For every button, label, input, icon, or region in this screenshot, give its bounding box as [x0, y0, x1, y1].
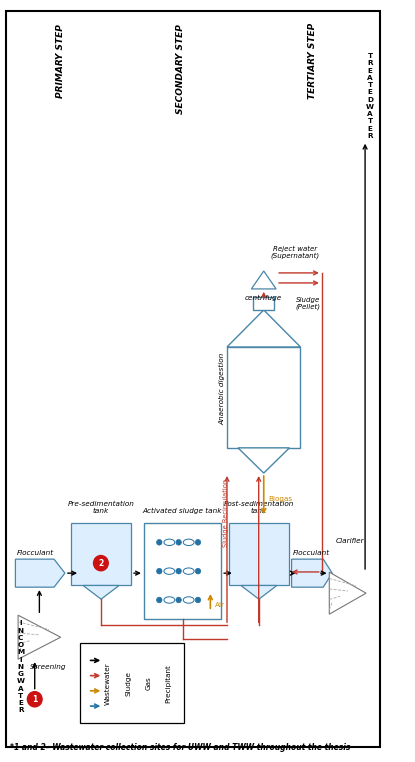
Text: Sludge
(Pellet): Sludge (Pellet)	[296, 297, 321, 310]
Circle shape	[156, 568, 162, 574]
Text: Wastewater: Wastewater	[105, 662, 111, 705]
Text: 2: 2	[98, 559, 103, 568]
Polygon shape	[292, 559, 332, 588]
Text: Screening: Screening	[30, 664, 66, 671]
Circle shape	[195, 568, 201, 574]
Polygon shape	[15, 559, 65, 588]
Text: Air: Air	[215, 602, 225, 608]
Circle shape	[93, 555, 108, 571]
Text: 1: 1	[32, 695, 37, 704]
Text: T
R
E
A
T
E
D
W
A
T
E
R: T R E A T E D W A T E R	[366, 53, 374, 139]
Ellipse shape	[164, 539, 175, 546]
Polygon shape	[238, 448, 289, 473]
Circle shape	[156, 597, 162, 603]
Polygon shape	[251, 271, 276, 289]
Text: Anaerobic digestion: Anaerobic digestion	[219, 353, 225, 425]
Circle shape	[195, 539, 201, 545]
Ellipse shape	[164, 568, 175, 575]
Text: Precipitant: Precipitant	[166, 664, 171, 703]
Text: PRIMARY STEP: PRIMARY STEP	[56, 24, 65, 98]
Text: Pre-sedimentation
tank: Pre-sedimentation tank	[68, 501, 134, 514]
Ellipse shape	[164, 597, 175, 604]
Text: Gas: Gas	[146, 677, 151, 690]
Text: Reject water
(Supernatant): Reject water (Supernatant)	[270, 245, 319, 259]
Circle shape	[156, 539, 162, 545]
Text: Flocculant: Flocculant	[17, 550, 54, 556]
Text: TERTIARY STEP: TERTIARY STEP	[308, 23, 317, 99]
FancyBboxPatch shape	[144, 523, 221, 620]
Polygon shape	[83, 585, 119, 599]
Text: Post-sedimentation
tank: Post-sedimentation tank	[224, 501, 294, 514]
Text: Clarifier: Clarifier	[335, 537, 364, 543]
Circle shape	[176, 597, 181, 603]
Text: SECONDARY STEP: SECONDARY STEP	[176, 24, 185, 114]
Polygon shape	[18, 615, 61, 659]
Text: Activated sludge tank: Activated sludge tank	[143, 507, 222, 514]
Polygon shape	[241, 585, 277, 599]
Text: *1 and 2– Wastewater collection sites for UWW and TWW throughout the thesis: *1 and 2– Wastewater collection sites fo…	[10, 744, 351, 753]
FancyBboxPatch shape	[229, 523, 289, 585]
Ellipse shape	[183, 568, 194, 575]
FancyBboxPatch shape	[254, 296, 274, 310]
Circle shape	[176, 568, 181, 574]
Text: Sludge: Sludge	[125, 671, 131, 696]
FancyBboxPatch shape	[80, 643, 184, 723]
Polygon shape	[329, 572, 366, 614]
FancyBboxPatch shape	[7, 11, 380, 748]
Ellipse shape	[183, 539, 194, 546]
Circle shape	[195, 597, 201, 603]
FancyBboxPatch shape	[227, 347, 300, 448]
Text: Flocculant: Flocculant	[293, 550, 330, 556]
Circle shape	[176, 539, 181, 545]
Text: centrifuge: centrifuge	[245, 295, 282, 301]
Text: Sludge Recirculation: Sludge Recirculation	[223, 479, 229, 547]
FancyBboxPatch shape	[71, 523, 131, 585]
Text: I
N
C
O
M
I
N
G
W
A
T
E
R: I N C O M I N G W A T E R	[17, 620, 25, 713]
Circle shape	[27, 692, 42, 707]
Ellipse shape	[183, 597, 194, 604]
Text: Biogas: Biogas	[269, 496, 293, 502]
Polygon shape	[227, 310, 300, 347]
